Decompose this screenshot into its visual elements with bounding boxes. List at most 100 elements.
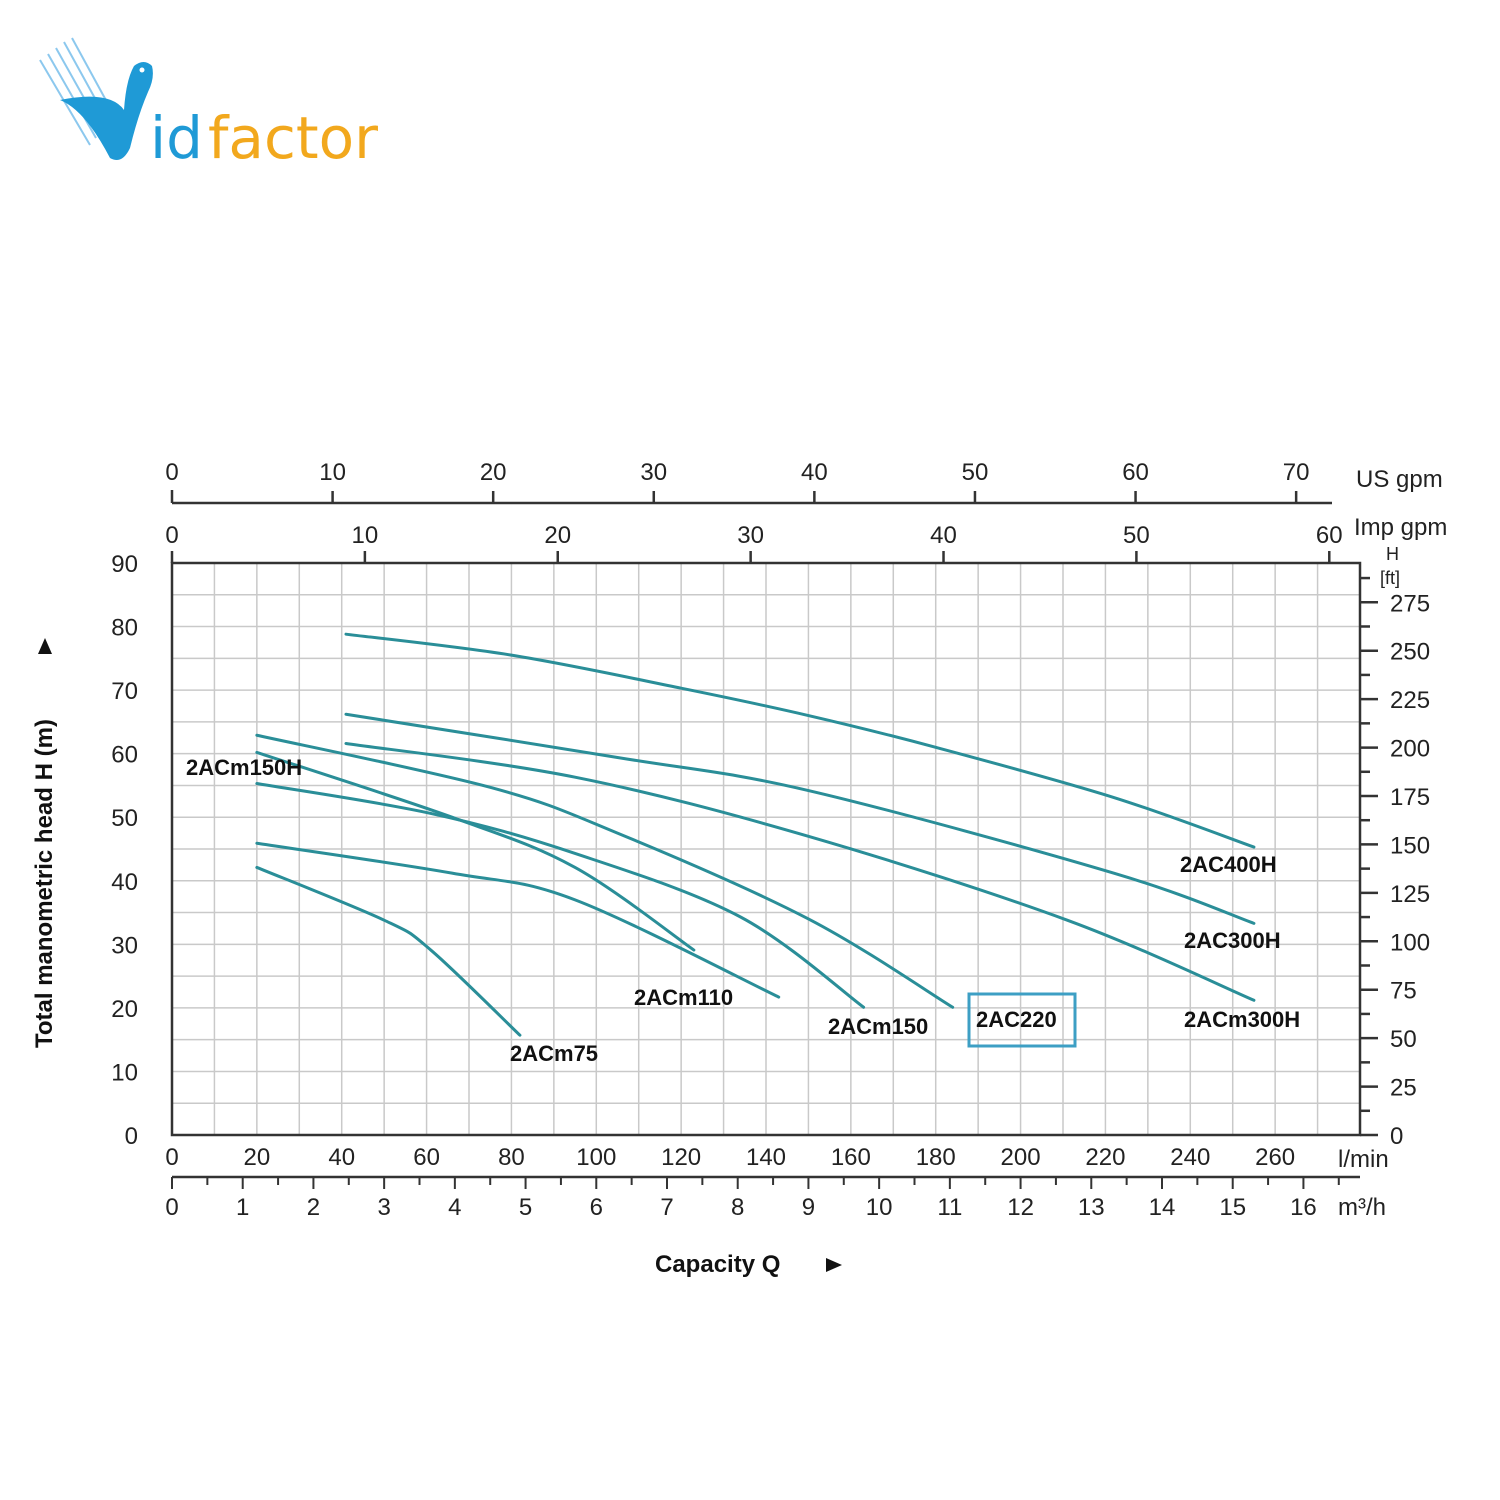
curve-2acm300h <box>344 741 1256 1002</box>
bird-icon <box>39 37 153 161</box>
lmin-tick-label: 120 <box>661 1144 701 1171</box>
curve-2acm150 <box>255 782 866 1009</box>
imp-gpm-tick-label: 30 <box>737 522 764 549</box>
m3h-tick-label: 7 <box>660 1194 673 1221</box>
ft-tick-label: 100 <box>1390 929 1430 956</box>
imp-gpm-tick-label: 40 <box>930 522 957 549</box>
curve-label-2ac300h: 2AC300H <box>1184 928 1281 953</box>
m3h-unit-label: m³/h <box>1338 1194 1386 1221</box>
ft-tick-label: 0 <box>1390 1123 1403 1150</box>
imp-gpm-tick-label: 50 <box>1123 522 1150 549</box>
y-axis-arrow-icon <box>38 638 52 654</box>
ft-tick-label: 75 <box>1390 978 1417 1005</box>
logo-text-id: id <box>150 104 203 170</box>
us-gpm-tick-label: 50 <box>962 459 989 486</box>
ft-tick-label: 125 <box>1390 881 1430 908</box>
vidfactor-logo: id factor <box>39 37 378 170</box>
m3h-tick-label: 9 <box>802 1194 815 1221</box>
curve-label-2ac220: 2AC220 <box>976 1007 1057 1032</box>
lmin-tick-label: 80 <box>498 1144 525 1171</box>
axes: 0102030405060708090025507510012515017520… <box>111 459 1447 1221</box>
y-tick-label: 10 <box>111 1059 138 1086</box>
y-tick-label: 20 <box>111 996 138 1023</box>
highlight-box-2ac220 <box>967 992 1077 1048</box>
imp-gpm-tick-label: 60 <box>1316 522 1343 549</box>
m3h-tick-label: 3 <box>377 1194 390 1221</box>
curve-2acm150h <box>255 750 696 952</box>
m3h-tick-label: 13 <box>1078 1194 1105 1221</box>
y-tick-label: 40 <box>111 869 138 896</box>
us-gpm-tick-label: 20 <box>480 459 507 486</box>
m3h-tick-label: 10 <box>866 1194 893 1221</box>
y-axis-title: Total manometric head H (m) <box>31 719 58 1048</box>
y-tick-label: 70 <box>111 678 138 705</box>
ft-tick-label: 50 <box>1390 1026 1417 1053</box>
curve-label-2acm150: 2ACm150 <box>828 1014 928 1039</box>
m3h-tick-label: 5 <box>519 1194 532 1221</box>
lmin-unit-label: l/min <box>1338 1146 1389 1173</box>
us-gpm-tick-label: 30 <box>640 459 667 486</box>
labels: 2AC400H 2AC300H 2ACm300H 2AC220 2ACm150H 2ACm… <box>186 755 1300 1066</box>
x-axis-title: Capacity Q <box>655 1251 780 1278</box>
lmin-tick-label: 60 <box>413 1144 440 1171</box>
y-tick-label: 50 <box>111 805 138 832</box>
grid <box>172 563 1360 1135</box>
curve-2ac220 <box>255 733 955 1009</box>
x-axis-arrow-icon <box>826 1258 842 1272</box>
m3h-tick-label: 4 <box>448 1194 461 1221</box>
us-gpm-tick-label: 10 <box>319 459 346 486</box>
m3h-tick-label: 6 <box>590 1194 603 1221</box>
lmin-tick-label: 40 <box>328 1144 355 1171</box>
ft-axis-h-label: H <box>1386 544 1399 564</box>
lmin-tick-label: 260 <box>1255 1144 1295 1171</box>
imp-gpm-tick-label: 20 <box>544 522 571 549</box>
ft-axis-unit-label: [ft] <box>1380 568 1400 588</box>
m3h-tick-label: 0 <box>165 1194 178 1221</box>
us-gpm-unit-label: US gpm <box>1356 466 1443 493</box>
lmin-tick-label: 0 <box>165 1144 178 1171</box>
lmin-tick-label: 180 <box>916 1144 956 1171</box>
ft-tick-label: 200 <box>1390 736 1430 763</box>
us-gpm-tick-label: 40 <box>801 459 828 486</box>
m3h-tick-label: 14 <box>1149 1194 1176 1221</box>
curve-2acm75 <box>255 865 522 1037</box>
m3h-tick-label: 2 <box>307 1194 320 1221</box>
curve-2acm110 <box>255 841 781 999</box>
ft-tick-label: 275 <box>1390 590 1430 617</box>
lmin-tick-label: 20 <box>244 1144 271 1171</box>
lmin-tick-label: 220 <box>1085 1144 1125 1171</box>
lmin-tick-label: 140 <box>746 1144 786 1171</box>
plot-frame <box>170 561 1362 1137</box>
y-tick-label: 80 <box>111 615 138 642</box>
curve-2ac400h <box>344 632 1256 849</box>
ft-tick-label: 250 <box>1390 639 1430 666</box>
logo-text-factor: factor <box>208 104 378 170</box>
ft-tick-label: 25 <box>1390 1075 1417 1102</box>
m3h-tick-label: 16 <box>1290 1194 1317 1221</box>
m3h-tick-label: 15 <box>1219 1194 1246 1221</box>
lmin-tick-label: 200 <box>1001 1144 1041 1171</box>
us-gpm-tick-label: 0 <box>165 459 178 486</box>
curve-label-2ac400h: 2AC400H <box>1180 852 1277 877</box>
y-tick-label: 90 <box>111 551 138 578</box>
m3h-tick-label: 8 <box>731 1194 744 1221</box>
curve-2ac300h <box>344 712 1256 925</box>
ft-tick-label: 175 <box>1390 784 1430 811</box>
y-tick-label: 30 <box>111 932 138 959</box>
imp-gpm-unit-label: Imp gpm <box>1354 514 1447 541</box>
us-gpm-tick-label: 60 <box>1122 459 1149 486</box>
y-tick-label: 60 <box>111 742 138 769</box>
lmin-tick-label: 160 <box>831 1144 871 1171</box>
ft-tick-label: 225 <box>1390 687 1430 714</box>
curves <box>255 632 1256 1037</box>
m3h-tick-label: 12 <box>1007 1194 1034 1221</box>
y-tick-label: 0 <box>125 1123 138 1150</box>
m3h-tick-label: 1 <box>236 1194 249 1221</box>
lmin-tick-label: 240 <box>1170 1144 1210 1171</box>
us-gpm-tick-label: 70 <box>1283 459 1310 486</box>
imp-gpm-tick-label: 10 <box>352 522 379 549</box>
curve-label-2acm150h: 2ACm150H <box>186 755 302 780</box>
lmin-tick-label: 100 <box>576 1144 616 1171</box>
curve-label-2acm300h: 2ACm300H <box>1184 1007 1300 1032</box>
